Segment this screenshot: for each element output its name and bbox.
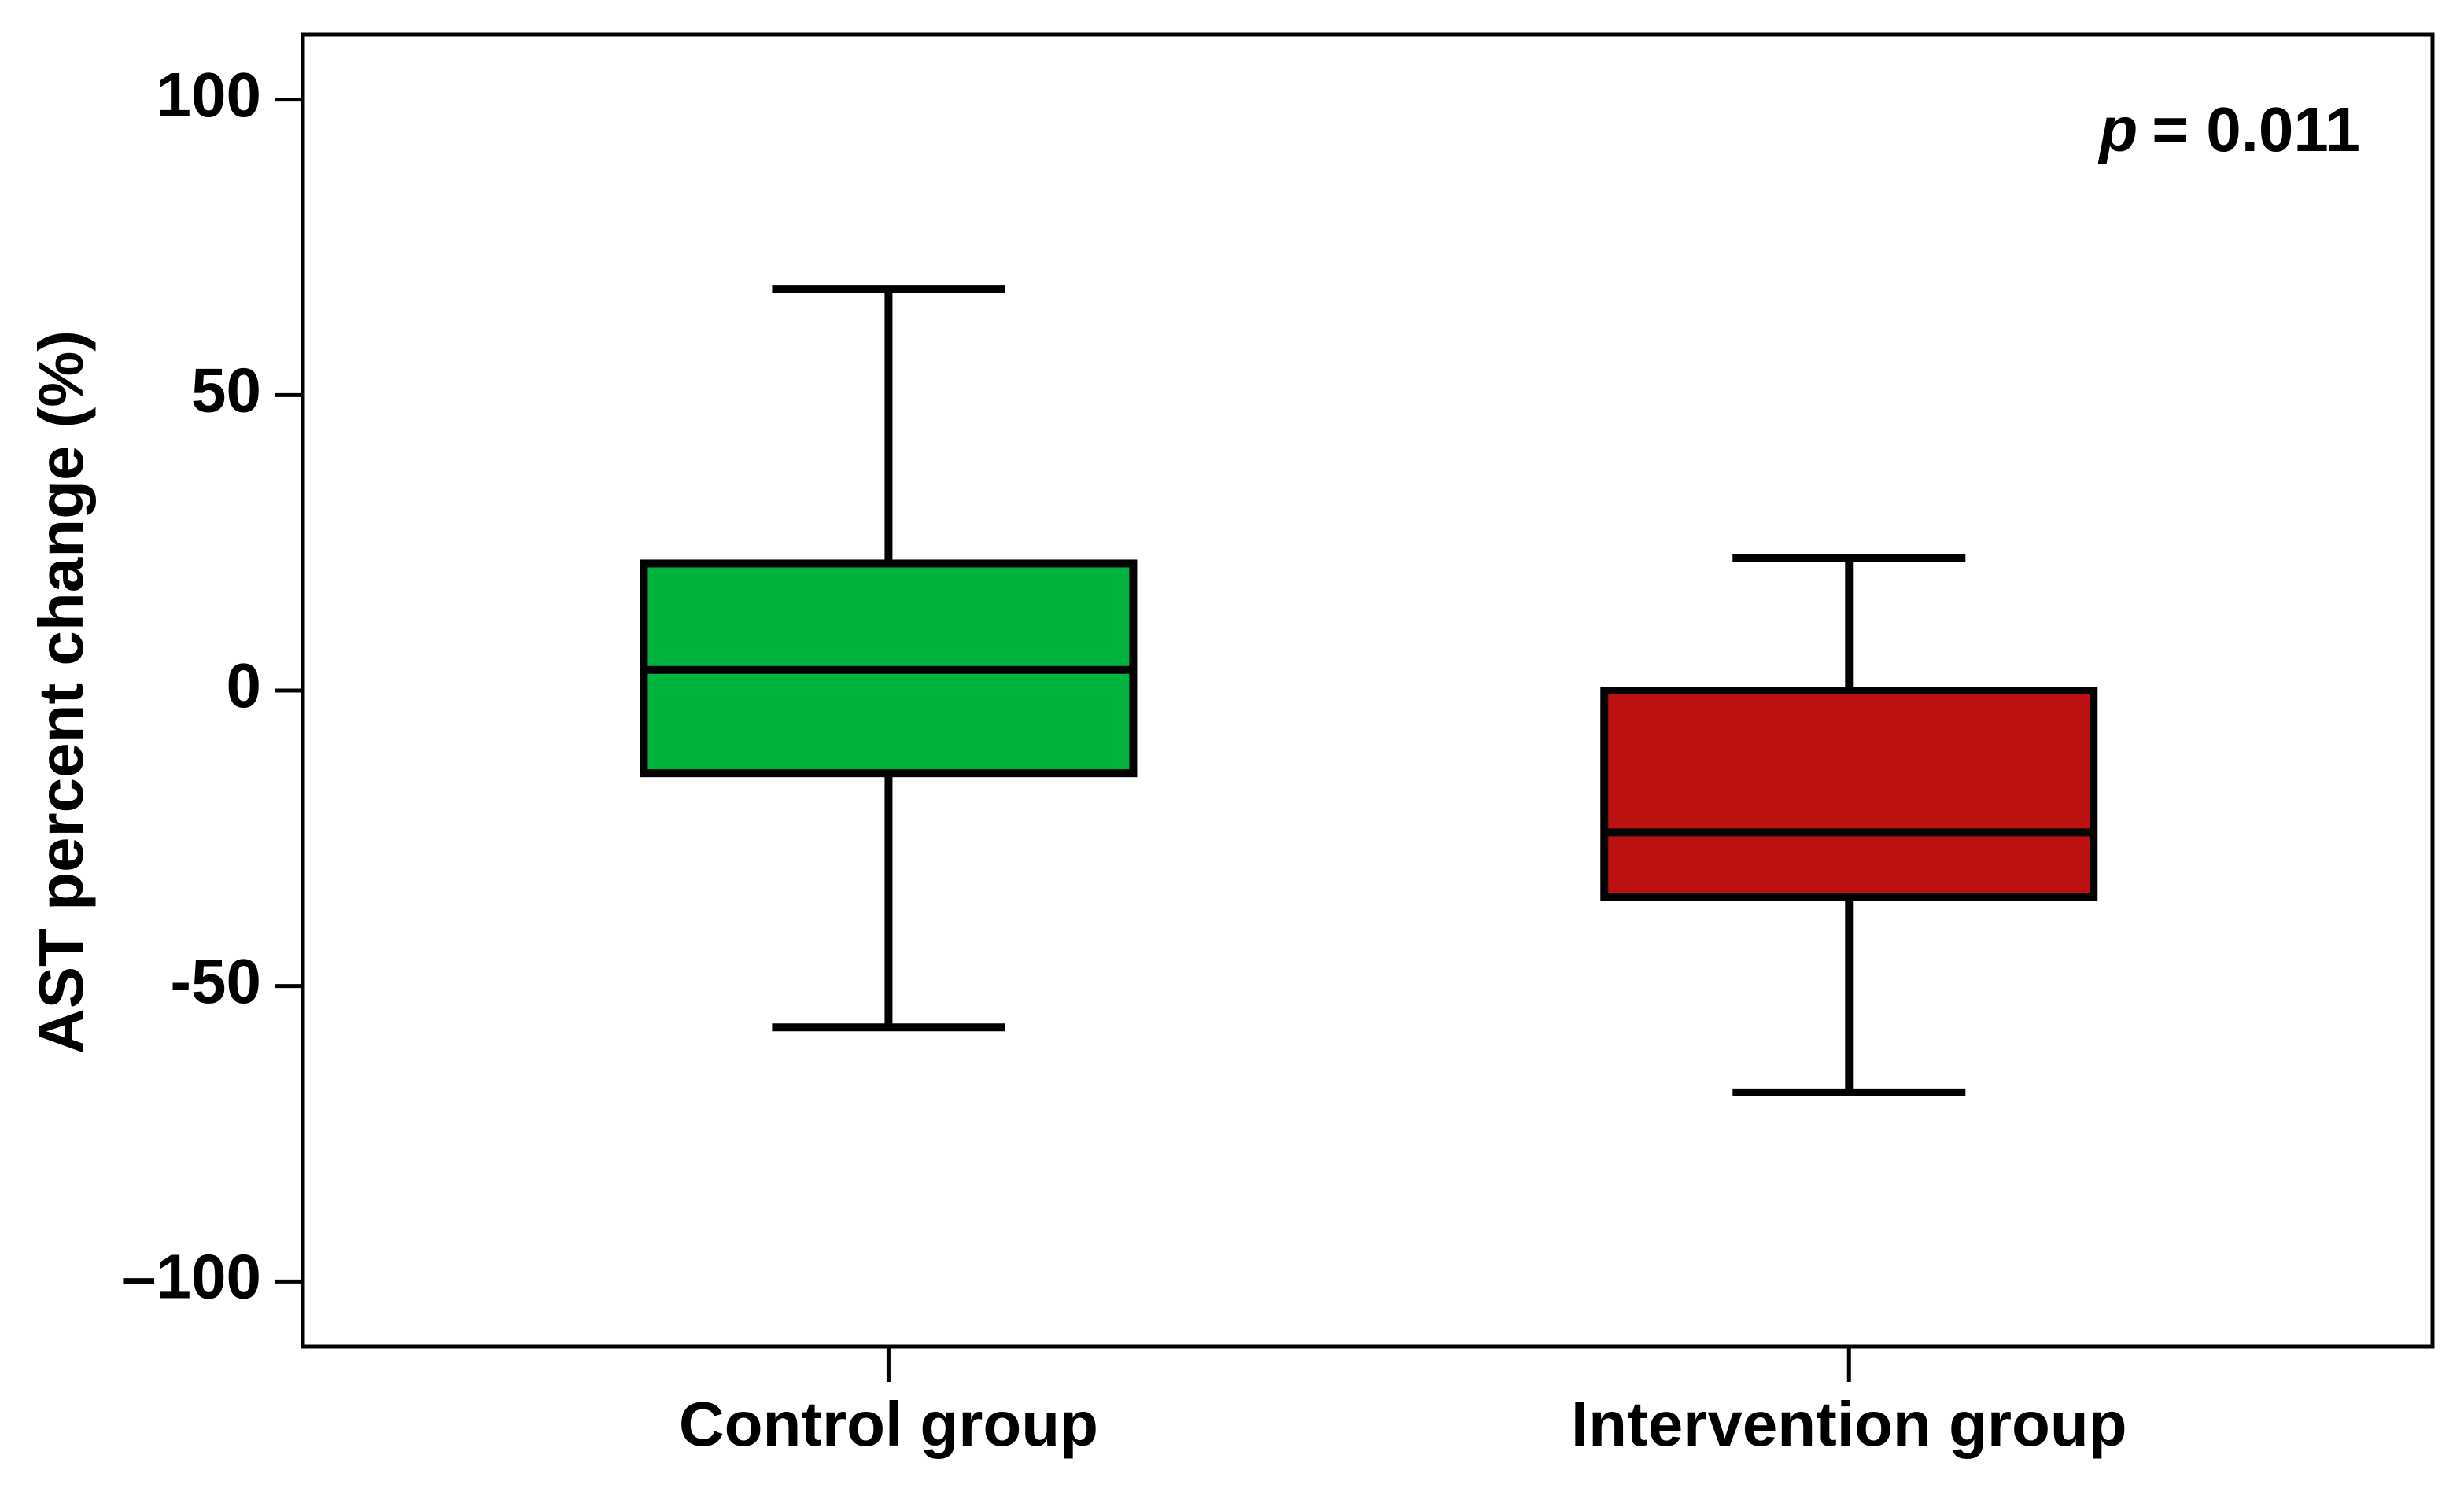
y-tick-label: 50 <box>191 355 261 425</box>
x-tick-label: Control group <box>679 1389 1098 1459</box>
x-tick-label: Intervention group <box>1571 1389 2127 1459</box>
y-tick-label: –100 <box>121 1241 261 1311</box>
y-tick-label: 0 <box>227 650 262 720</box>
y-tick-label: 100 <box>157 60 261 130</box>
annotation-text: = 0.011 <box>2152 94 2360 164</box>
annotation: p = 0.011 <box>2097 94 2360 164</box>
annotation-variable: p <box>2097 94 2138 164</box>
y-tick-label: -50 <box>170 946 261 1016</box>
box <box>1600 687 2098 901</box>
y-axis-label: AST percent change (%) <box>26 330 96 1054</box>
